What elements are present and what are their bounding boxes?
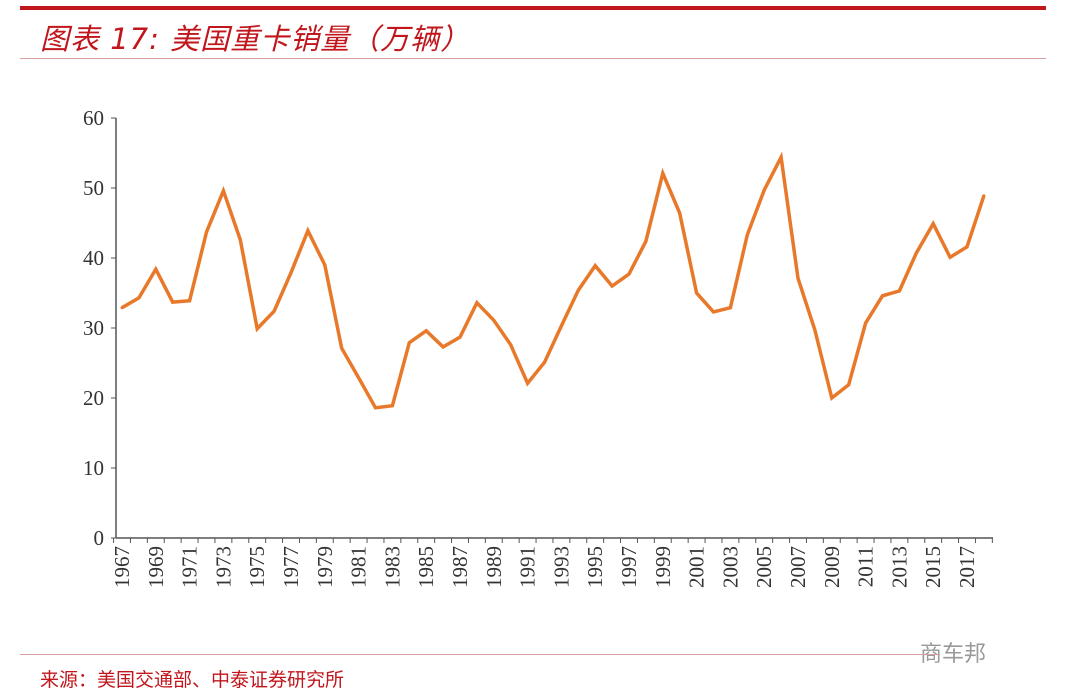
- data-point: [576, 288, 580, 292]
- x-tick-label: 1971: [178, 546, 202, 588]
- data-point: [982, 194, 986, 198]
- data-point: [475, 301, 479, 305]
- series-line: [121, 151, 986, 410]
- data-point: [171, 300, 175, 304]
- x-tick-label: 2009: [820, 546, 844, 588]
- x-tick-label: 2013: [887, 546, 911, 588]
- x-tick-label: 1969: [144, 546, 168, 588]
- y-tick-label: 0: [94, 526, 105, 550]
- data-point: [931, 222, 935, 226]
- watermark: 商车邦: [920, 642, 987, 667]
- x-tick-label: 1993: [549, 546, 573, 588]
- y-tick-label: 30: [83, 316, 104, 340]
- data-point: [610, 284, 614, 288]
- x-tick-label: 2005: [752, 546, 776, 588]
- data-point: [289, 271, 293, 275]
- data-point: [272, 309, 276, 313]
- x-tick-label: 2001: [685, 546, 709, 588]
- data-point: [914, 251, 918, 255]
- y-tick-label: 60: [83, 106, 104, 130]
- y-tick-label: 40: [83, 246, 104, 270]
- x-tick-label: 1979: [313, 546, 337, 588]
- data-point: [154, 267, 158, 271]
- data-point: [424, 329, 428, 333]
- data-point: [492, 318, 496, 322]
- data-point: [407, 341, 411, 345]
- x-tick-label: 1991: [516, 546, 540, 588]
- x-tick-label: 2011: [854, 546, 878, 587]
- data-point: [458, 335, 462, 339]
- data-point: [965, 245, 969, 249]
- data-point: [188, 299, 192, 303]
- data-point: [543, 360, 546, 364]
- data-point: [897, 289, 901, 293]
- x-tick-label: 1989: [482, 546, 506, 588]
- data-point: [340, 346, 344, 350]
- y-tick-label: 10: [83, 456, 104, 480]
- figure-title: 图表 17: 美国重卡销量（万辆）: [40, 22, 471, 56]
- x-tick-label: 1999: [651, 546, 675, 588]
- x-tick-label: 2003: [718, 546, 742, 588]
- data-point: [644, 239, 648, 243]
- data-point: [120, 306, 124, 310]
- x-tick-label: 2017: [955, 546, 979, 588]
- data-point: [559, 324, 563, 328]
- data-point: [712, 310, 715, 314]
- data-point: [374, 406, 377, 410]
- x-tick-label: 1997: [617, 546, 641, 588]
- data-point: [881, 294, 884, 298]
- data-point: [238, 238, 242, 242]
- data-point: [864, 321, 868, 325]
- data-point: [593, 264, 597, 268]
- x-tick-label: 2015: [921, 546, 945, 588]
- data-point: [779, 155, 783, 159]
- y-tick-label: 50: [83, 176, 104, 200]
- x-tick-label: 1977: [279, 546, 303, 588]
- data-point: [745, 233, 749, 237]
- x-tick-label: 1967: [110, 546, 134, 588]
- data-point: [323, 263, 327, 267]
- data-point: [441, 345, 445, 349]
- data-point: [695, 291, 699, 295]
- x-tick-label: 1983: [380, 546, 404, 588]
- data-point: [221, 189, 225, 193]
- x-tick-label: 1985: [414, 546, 438, 588]
- data-point: [627, 272, 631, 276]
- data-point: [847, 383, 851, 387]
- data-point: [509, 343, 513, 347]
- x-tick-label: 1981: [347, 546, 371, 588]
- footer-divider: [20, 654, 940, 655]
- data-point: [526, 381, 530, 385]
- data-point: [255, 327, 259, 331]
- y-tick-label: 20: [83, 386, 104, 410]
- data-point: [357, 376, 361, 380]
- data-point: [762, 188, 766, 192]
- data-point: [661, 171, 665, 175]
- data-point: [678, 211, 682, 215]
- x-tick-label: 2007: [786, 546, 810, 588]
- data-point: [306, 229, 310, 233]
- x-tick-label: 1995: [583, 546, 607, 588]
- data-point: [948, 255, 952, 259]
- top-rule: [20, 6, 1046, 10]
- x-tick-label: 1987: [448, 546, 472, 588]
- x-tick-label: 1975: [245, 546, 269, 588]
- data-point: [137, 296, 141, 300]
- data-point: [796, 276, 800, 280]
- data-point: [813, 328, 817, 332]
- data-point: [205, 230, 208, 234]
- data-point: [830, 396, 834, 400]
- data-point: [728, 306, 732, 310]
- title-divider: [20, 58, 1046, 59]
- data-point: [390, 404, 394, 408]
- x-tick-label: 1973: [211, 546, 235, 588]
- source-note: 来源：美国交通部、中泰证券研究所: [40, 669, 345, 691]
